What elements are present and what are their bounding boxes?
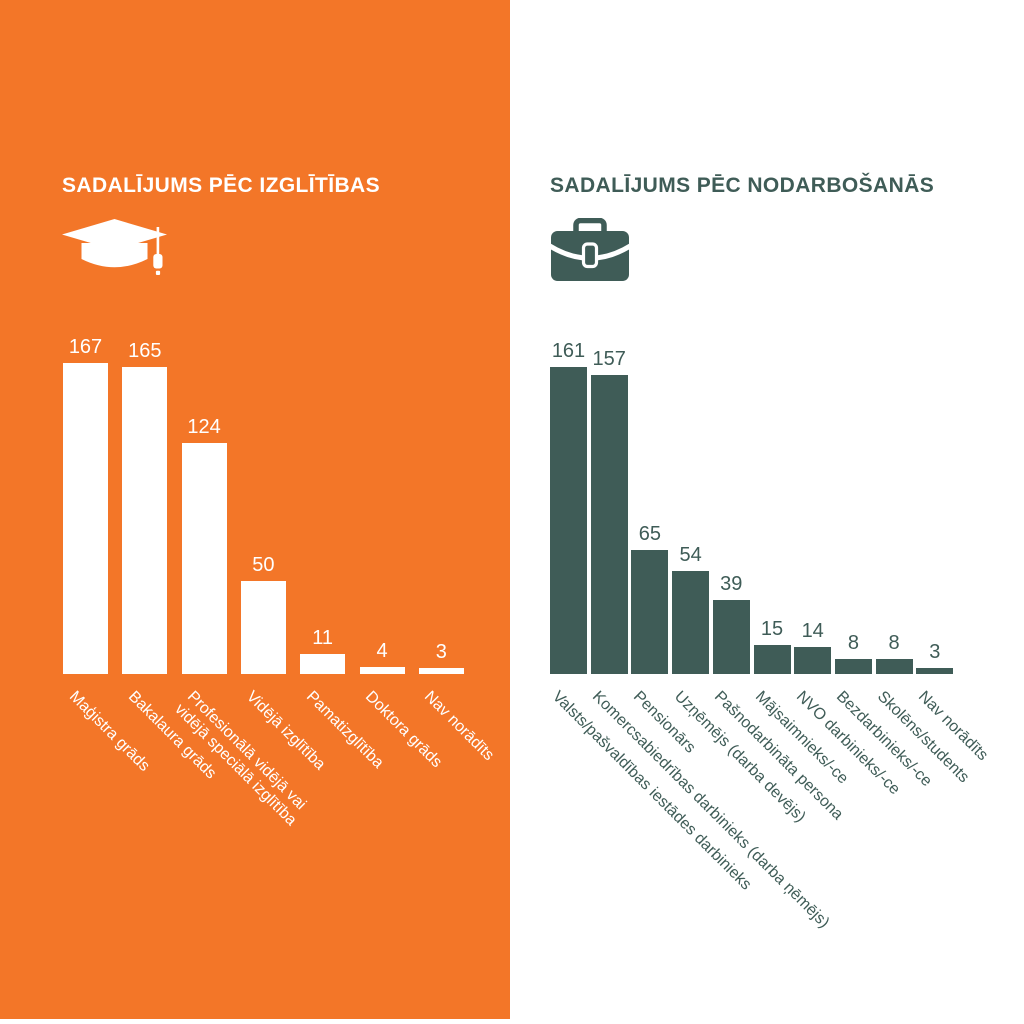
graduation-cap-icon — [62, 219, 167, 281]
bar — [122, 367, 168, 674]
education-chart-title: SADALĪJUMS PĒC IZGLĪTĪBAS — [62, 174, 381, 197]
bar — [712, 600, 750, 674]
bar-value-label: 124 — [187, 416, 221, 438]
bar-value-label: 167 — [68, 336, 103, 358]
occupation-chart-title: SADALĪJUMS PĒC NODARBOŠANĀS — [550, 174, 935, 197]
bar — [875, 659, 913, 674]
bar-value-label: 3 — [929, 641, 941, 663]
bar-value-label: 4 — [376, 640, 388, 662]
bar — [300, 654, 346, 674]
bar — [834, 659, 872, 674]
bar-value-label: 14 — [801, 620, 824, 642]
bar — [794, 647, 832, 674]
bar — [672, 571, 710, 674]
bar-value-label: 39 — [720, 573, 743, 595]
bar — [590, 375, 628, 674]
bar-value-label: 15 — [760, 618, 784, 640]
bar — [181, 443, 227, 674]
bar — [753, 645, 791, 674]
bar — [916, 668, 954, 674]
briefcase-icon — [547, 217, 633, 287]
bar-value-label: 3 — [435, 641, 447, 663]
bar-value-label: 11 — [312, 627, 334, 649]
bar — [63, 363, 108, 674]
bar-value-label: 8 — [888, 632, 900, 654]
bar-value-label: 157 — [592, 348, 626, 370]
bar — [359, 667, 405, 674]
bar-value-label: 8 — [847, 632, 859, 654]
bar — [631, 550, 669, 674]
bar-value-label: 65 — [638, 523, 662, 545]
bar-value-label: 161 — [551, 340, 586, 362]
bar — [550, 367, 587, 674]
bar — [240, 581, 286, 674]
bar-value-label: 165 — [128, 340, 162, 362]
bar-value-label: 50 — [252, 554, 275, 576]
bar — [418, 668, 464, 674]
bar-value-label: 54 — [679, 544, 702, 566]
